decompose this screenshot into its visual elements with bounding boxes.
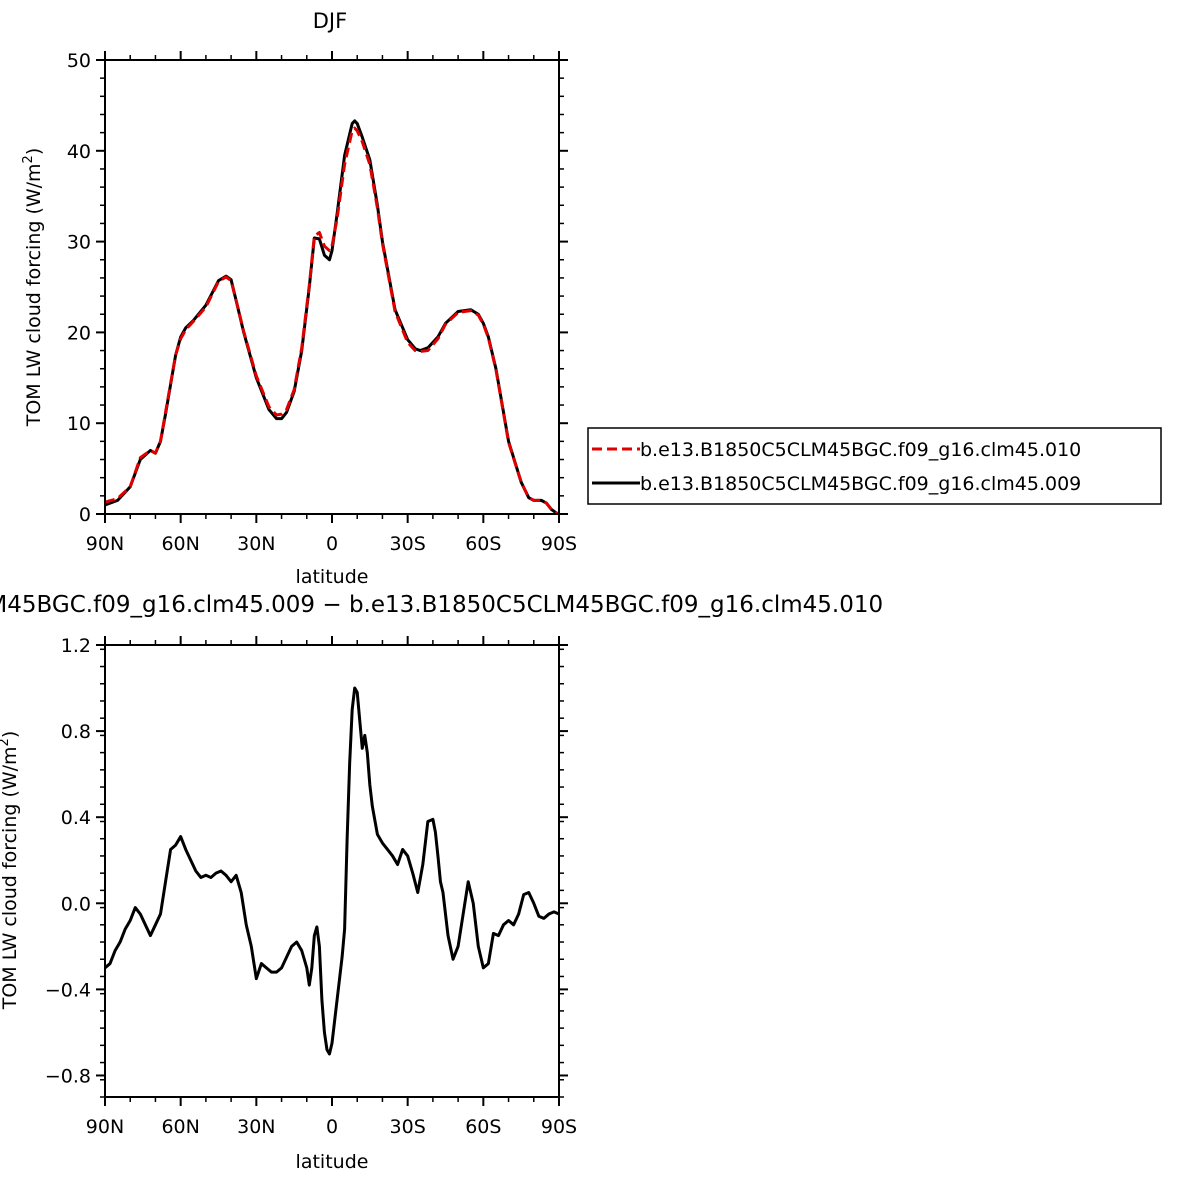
- top-series-line-dashed: [105, 126, 559, 514]
- bottom-y-axis-label-close: ): [0, 731, 21, 738]
- top-x-tick-label: 90N: [86, 533, 124, 555]
- bottom-x-tick-label: 30S: [390, 1116, 426, 1138]
- top-series-line-solid: [105, 119, 559, 514]
- top-x-tick-label: 60N: [161, 533, 199, 555]
- top-y-axis-label: TOM LW cloud forcing (W/m2): [21, 148, 45, 428]
- svg-text:TOM LW cloud forcing (W/m2): TOM LW cloud forcing (W/m2): [21, 148, 45, 428]
- top-chart-title: DJF: [313, 9, 347, 33]
- bottom-y-axis-label: TOM LW cloud forcing (W/m2): [0, 731, 21, 1011]
- bottom-x-tick-label: 90N: [86, 1116, 124, 1138]
- top-series: [105, 119, 559, 514]
- top-x-tick-label: 0: [326, 533, 338, 555]
- bottom-y-axis-label-sup: 2: [0, 738, 12, 746]
- legend-label-009: b.e13.B1850C5CLM45BGC.f09_g16.clm45.009: [640, 473, 1081, 495]
- bottom-y-tick-label: 0.0: [61, 893, 91, 915]
- bottom-y-tick-label: −0.8: [45, 1065, 91, 1087]
- top-y-tick-label: 10: [67, 413, 91, 435]
- legend-label-010: b.e13.B1850C5CLM45BGC.f09_g16.clm45.010: [640, 439, 1081, 461]
- top-y-axis-label-text: TOM LW cloud forcing (W/m: [23, 163, 45, 427]
- bottom-x-axis-label: latitude: [296, 1151, 369, 1173]
- bottom-x-tick-label: 60N: [161, 1116, 199, 1138]
- top-y-tick-label: 50: [67, 50, 91, 72]
- top-ticks: [96, 51, 568, 523]
- bottom-series: [105, 686, 559, 1056]
- top-x-tick-label: 30N: [237, 533, 275, 555]
- bottom-x-tick-label: 30N: [237, 1116, 275, 1138]
- top-x-tick-label: 60S: [465, 533, 501, 555]
- top-y-tick-label: 40: [67, 141, 91, 163]
- bottom-tick-labels: 90N 60N 30N 0 30S 60S 90S −0.8 −0.4 0.0 0.4 0.8 1.2: [45, 635, 577, 1138]
- bottom-x-tick-label: 60S: [465, 1116, 501, 1138]
- bottom-chart-title: b.e13.B1850C5CLM45BGC.f09_g16.clm45.009 …: [0, 592, 883, 618]
- top-tick-labels: 90N 60N 30N 0 30S 60S 90S 0 10 20 30 40 50: [67, 50, 577, 555]
- top-x-tick-label: 90S: [541, 533, 577, 555]
- legend: b.e13.B1850C5CLM45BGC.f09_g16.clm45.010 …: [587, 427, 1162, 505]
- bottom-plot-frame: [104, 644, 560, 1098]
- bottom-y-axis-label-text: TOM LW cloud forcing (W/m: [0, 746, 21, 1010]
- top-x-axis-label: latitude: [296, 566, 369, 588]
- top-y-tick-label: 30: [67, 232, 91, 254]
- top-chart: DJF TOM LW cloud forcing (W/m2) 90N 60N 30…: [21, 9, 1162, 588]
- bottom-y-tick-label: 0.8: [61, 721, 91, 743]
- bottom-chart: b.e13.B1850C5CLM45BGC.f09_g16.clm45.009 …: [0, 592, 883, 1173]
- top-y-tick-label: 0: [79, 504, 91, 526]
- bottom-x-tick-label: 0: [326, 1116, 338, 1138]
- top-plot-frame: [104, 59, 560, 515]
- bottom-x-tick-label: 90S: [541, 1116, 577, 1138]
- top-y-axis-label-close: ): [23, 148, 45, 155]
- top-x-tick-label: 30S: [390, 533, 426, 555]
- svg-text:TOM LW cloud forcing (W/m2): TOM LW cloud forcing (W/m2): [0, 731, 21, 1011]
- bottom-y-tick-label: −0.4: [45, 979, 91, 1001]
- top-y-tick-label: 20: [67, 322, 91, 344]
- bottom-y-tick-label: 1.2: [61, 635, 91, 657]
- bottom-y-tick-label: 0.4: [61, 807, 91, 829]
- top-y-axis-label-sup: 2: [21, 155, 36, 163]
- legend-box: [587, 427, 1162, 505]
- bottom-series-line-solid: [105, 686, 559, 1056]
